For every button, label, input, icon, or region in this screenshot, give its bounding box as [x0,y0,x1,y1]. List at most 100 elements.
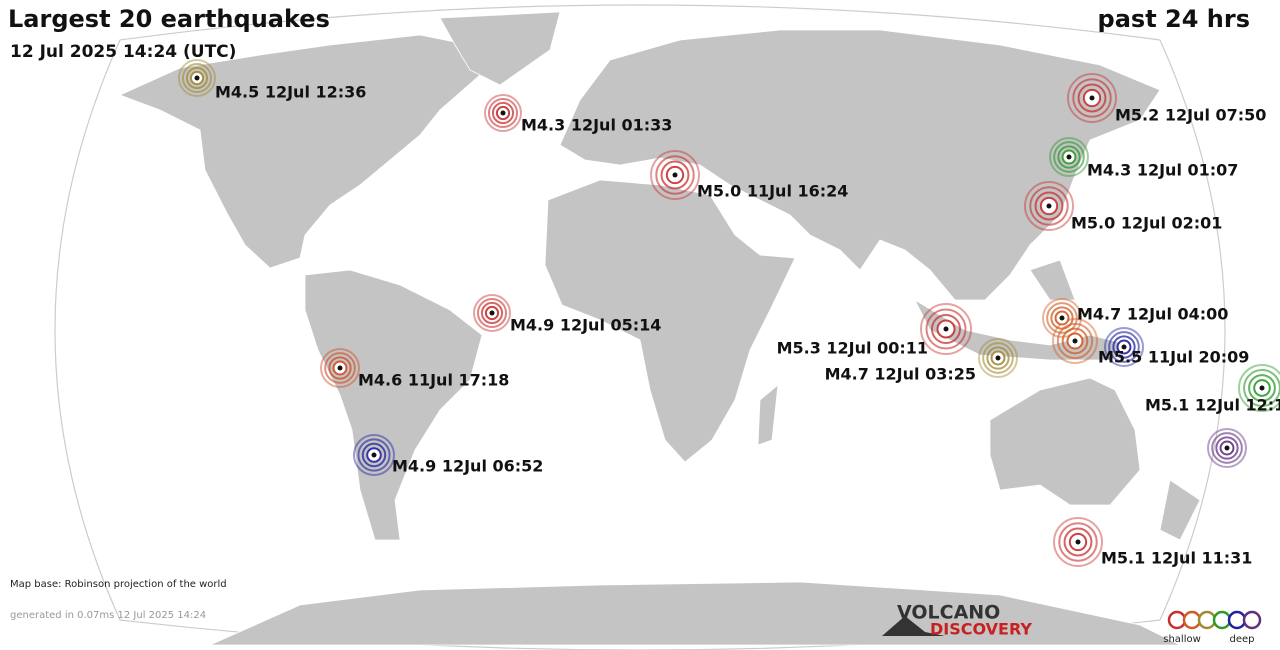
quake-ring [1058,522,1098,562]
quake-ring [1029,186,1069,226]
legend-label: deep [1230,634,1255,645]
quake-center [1089,95,1095,101]
quake-ring [1046,302,1078,334]
quake-ring [487,97,519,129]
quake-center [1066,154,1072,160]
logo-text: VOLCANO [897,602,1000,624]
quake-ring [982,342,1014,374]
quake-marker [1104,327,1144,367]
quake-layer: M4.5 12Jul 12:36 M4.3 12Jul 01:33 M5.2 12J… [178,59,1280,568]
continents [118,11,1201,646]
quake-ring [353,434,395,476]
quake-label: M4.3 12Jul 01:07 [1087,161,1238,180]
quake-ring [1072,78,1112,118]
quake-label: M4.7 12Jul 03:25 [825,365,976,384]
quake-label: M5.1 12Jul 12:17 [1145,396,1280,415]
quake-center [194,75,200,81]
quake-ring [1049,137,1089,177]
quake-ring [476,297,508,329]
quake-ring [1024,181,1074,231]
quake-marker [1049,137,1089,177]
quake-ring [1077,83,1107,113]
quake-ring [1053,517,1103,567]
quake-marker [1053,517,1103,567]
timestamp: 12 Jul 2025 14:24 (UTC) [10,42,236,62]
quake-label: M5.3 12Jul 00:11 [777,339,928,358]
quake-ring [1063,527,1093,557]
quake-ring [473,294,511,332]
quake-ring [1238,364,1280,412]
quake-center [1224,445,1230,451]
quake-marker [1207,428,1247,468]
quake-marker [978,338,1018,378]
logo-volcano-icon [882,616,945,636]
quake-marker [650,150,700,200]
quake-center [337,365,343,371]
quake-label: M5.0 11Jul 16:24 [697,182,848,201]
quake-ring [925,308,967,350]
quake-ring [1061,327,1089,355]
quake-ring [480,301,504,325]
quake-ring [1053,141,1085,173]
quake-marker [1067,73,1117,123]
quake-center [1259,385,1265,391]
quake-label: M4.9 12Jul 06:52 [392,457,543,476]
quake-ring [660,160,690,190]
quake-label: M5.2 12Jul 07:50 [1115,106,1266,125]
quake-center [489,310,495,316]
quake-ring [1104,327,1144,367]
quake-center [371,452,377,458]
quake-ring [484,94,522,132]
quake-ring [1052,318,1098,364]
quake-marker [178,59,216,97]
quake-ring [1050,306,1074,330]
quake-ring [1067,73,1117,123]
quake-center [995,355,1001,361]
quake-ring [1034,191,1064,221]
quake-marker [1024,181,1074,231]
quake-label: M5.1 12Jul 11:31 [1101,549,1252,568]
quake-ring [1211,432,1243,464]
quake-label: M4.7 12Jul 04:00 [1077,305,1228,324]
quake-center [943,326,949,332]
legend-label: shallow [1163,634,1201,645]
quake-ring [1215,436,1239,460]
quake-label: M4.3 12Jul 01:33 [521,116,672,135]
quake-marker [320,348,360,388]
quake-ring [1108,331,1140,363]
quake-ring [650,150,700,200]
quake-ring [978,338,1018,378]
quake-marker [920,303,972,355]
depth-legend [1167,610,1262,630]
quake-marker [484,94,522,132]
quake-center [1121,344,1127,350]
quake-center [1075,539,1081,545]
quake-ring [328,356,352,380]
generated-note: generated in 0.07ms 12 Jul 2025 14:24 [10,610,206,621]
quake-ring [181,62,213,94]
logo-text: DISCOVERY [930,620,1032,639]
quake-ring [986,346,1010,370]
quake-ring [185,66,209,90]
quake-center [500,110,506,116]
quake-ring [357,438,391,472]
quake-marker [1042,298,1082,338]
quake-marker [353,434,395,476]
quake-ring [920,303,972,355]
quake-ring [1207,428,1247,468]
quake-ring [324,352,356,384]
quake-label: M4.9 12Jul 05:14 [510,316,661,335]
quake-label: M5.0 12Jul 02:01 [1071,214,1222,233]
map-base-note: Map base: Robinson projection of the wor… [10,579,227,590]
title: Largest 20 earthquakes [8,5,330,33]
quake-marker [473,294,511,332]
quake-ring [1042,298,1082,338]
quake-center [1059,315,1065,321]
quake-ring [320,348,360,388]
quake-center [1072,338,1078,344]
quake-label: M5.5 11Jul 20:09 [1098,348,1249,367]
quake-label: M4.5 12Jul 12:36 [215,83,366,102]
quake-ring [655,155,695,195]
quake-ring [178,59,216,97]
